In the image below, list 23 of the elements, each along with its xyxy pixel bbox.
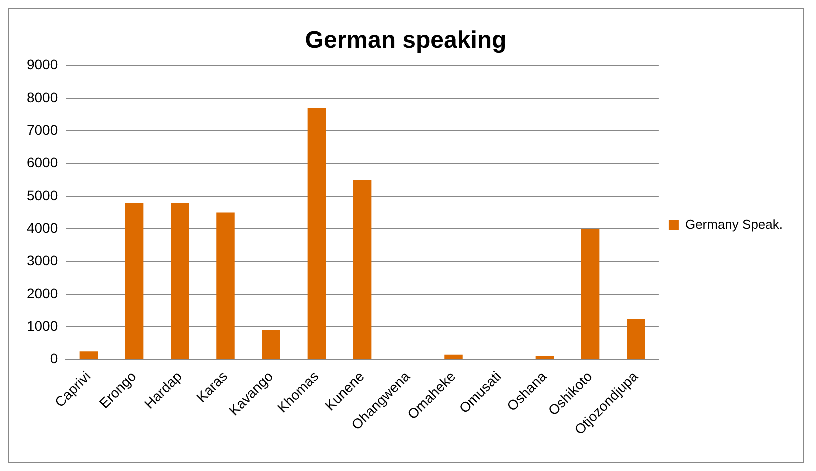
- bar: [536, 356, 554, 360]
- bar: [627, 318, 646, 360]
- bar: [216, 212, 235, 360]
- y-tick-label: 6000: [26, 154, 58, 171]
- y-tick-label: 1000: [26, 318, 58, 334]
- bar: [444, 354, 463, 360]
- legend-label: Germany Speak.: [685, 217, 783, 232]
- bar: [125, 202, 144, 360]
- y-tick-label: 8000: [26, 89, 58, 106]
- bar: [80, 352, 98, 360]
- chart-title: German speaking: [305, 27, 507, 54]
- y-tick-label: 3000: [26, 252, 58, 269]
- y-tick-label: 7000: [26, 122, 58, 138]
- y-tick-label: 2000: [26, 285, 58, 302]
- y-tick-label: 5000: [26, 187, 58, 204]
- y-tick-label: 0: [50, 350, 58, 367]
- bar: [262, 330, 280, 360]
- y-tick-label: 9000: [26, 56, 58, 73]
- y-tick-label: 4000: [26, 220, 58, 236]
- bar: [581, 229, 600, 360]
- bar: [353, 180, 372, 360]
- bar: [171, 202, 190, 360]
- bar: [308, 108, 326, 360]
